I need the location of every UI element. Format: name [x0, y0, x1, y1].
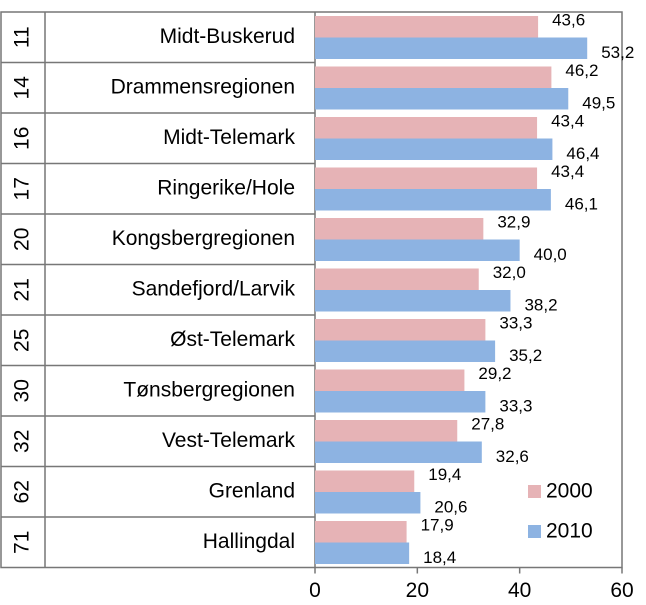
value-label: 32,9 [497, 212, 530, 231]
bar [315, 117, 538, 139]
value-label: 46,2 [565, 61, 598, 80]
bar [315, 521, 407, 543]
bar [315, 391, 486, 413]
value-label: 33,3 [499, 313, 532, 332]
bar [315, 138, 553, 160]
bar [315, 239, 520, 261]
legend-label: 2000 [546, 480, 593, 503]
rank: 25 [11, 329, 34, 352]
bar [315, 470, 415, 492]
bar [315, 290, 511, 312]
value-label: 46,1 [565, 194, 598, 213]
value-label: 43,6 [552, 10, 585, 29]
value-label: 29,2 [478, 364, 511, 383]
bar [315, 189, 551, 211]
bar [315, 16, 539, 38]
rank: 32 [11, 430, 34, 453]
value-label: 53,2 [601, 43, 634, 62]
category-label: Kongsbergregionen [112, 227, 295, 250]
bar [315, 420, 458, 442]
rank: 11 [11, 26, 34, 48]
legend-swatch [528, 525, 541, 538]
category-label: Vest-Telemark [162, 429, 296, 452]
value-label: 49,5 [582, 93, 615, 112]
category-label: Sandefjord/Larvik [132, 277, 296, 300]
category-label: Tønsbergregionen [123, 378, 295, 401]
value-label: 43,4 [551, 162, 584, 181]
value-label: 32,0 [493, 263, 526, 282]
value-label: 20,6 [434, 497, 467, 516]
rank: 62 [11, 480, 34, 503]
category-label: Hallingdal [203, 530, 295, 553]
bar [315, 268, 479, 290]
bar [315, 441, 482, 463]
category-label: Øst-Telemark [170, 328, 295, 351]
x-tick-label: 40 [508, 579, 531, 602]
rank: 20 [11, 228, 34, 251]
category-label: Drammensregionen [111, 75, 295, 98]
value-label: 17,9 [421, 515, 454, 534]
value-label: 27,8 [471, 414, 504, 433]
legend-label: 2010 [546, 520, 593, 543]
bar [315, 37, 588, 59]
rank: 21 [11, 278, 34, 301]
category-label: Midt-Telemark [163, 126, 295, 149]
value-label: 43,4 [551, 111, 584, 130]
bar [315, 340, 496, 362]
bar [315, 218, 484, 240]
value-label: 19,4 [428, 465, 461, 484]
bar [315, 492, 421, 514]
rank: 14 [11, 76, 34, 100]
frame [0, 11, 623, 569]
value-label: 32,6 [496, 447, 529, 466]
category-label: Midt-Buskerud [160, 25, 295, 48]
x-tick-label: 60 [610, 579, 633, 602]
rank: 71 [11, 531, 34, 554]
value-label: 33,3 [499, 396, 532, 415]
value-label: 40,0 [534, 245, 567, 264]
rank: 17 [11, 177, 34, 200]
bar [315, 66, 552, 88]
value-label: 46,4 [566, 144, 599, 163]
bar [315, 369, 465, 391]
bar [315, 167, 538, 189]
x-tick-label: 20 [406, 579, 429, 602]
category-label: Grenland [209, 479, 295, 502]
bar [315, 319, 486, 341]
legend-swatch [528, 485, 541, 498]
value-label: 38,2 [524, 295, 557, 314]
rank: 30 [11, 379, 34, 402]
rank: 16 [11, 127, 34, 150]
bar [315, 542, 410, 564]
value-label: 35,2 [509, 346, 542, 365]
bar [315, 88, 569, 110]
category-label: Ringerike/Hole [157, 176, 295, 199]
x-tick-label: 0 [309, 579, 321, 602]
value-label: 18,4 [423, 548, 456, 567]
